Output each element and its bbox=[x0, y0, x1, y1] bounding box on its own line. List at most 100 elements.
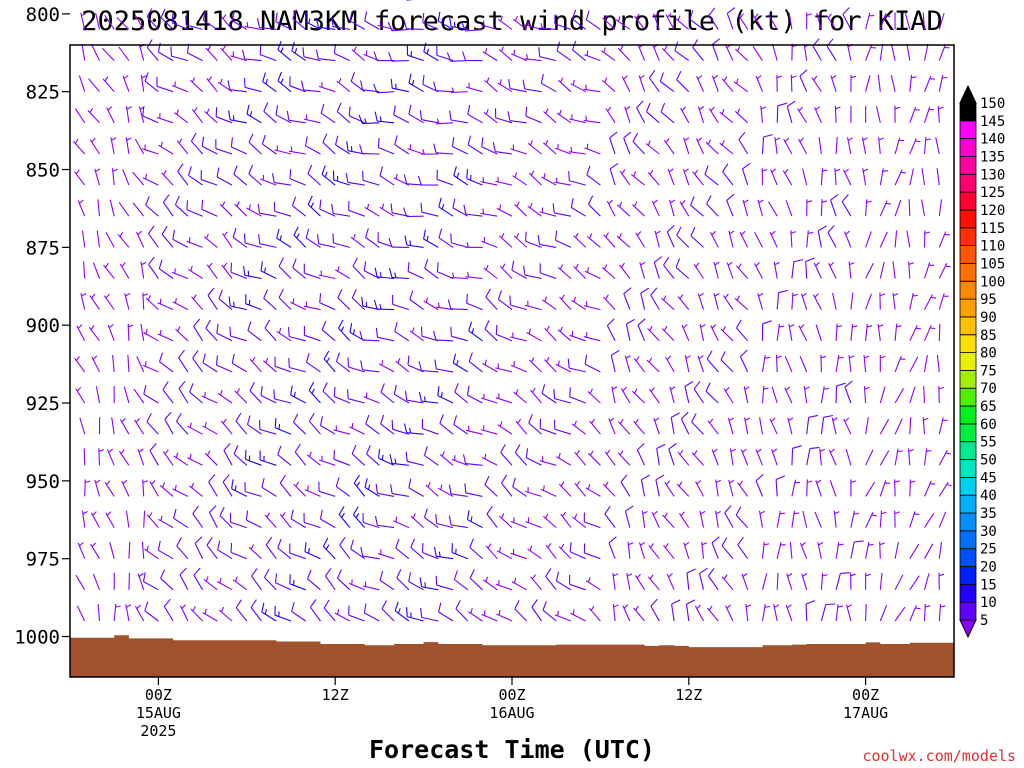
wind-barb bbox=[553, 389, 572, 404]
wind-barb bbox=[938, 12, 945, 30]
wind-barb bbox=[122, 169, 130, 186]
wind-barb bbox=[909, 74, 917, 92]
wind-barb bbox=[544, 325, 557, 342]
wind-barb bbox=[539, 418, 557, 435]
colorbar-label: 100 bbox=[980, 274, 1005, 290]
wind-barb bbox=[88, 325, 100, 342]
wind-barb bbox=[806, 12, 812, 30]
wind-barb bbox=[865, 263, 874, 279]
wind-barb bbox=[603, 294, 616, 310]
wind-barb bbox=[572, 513, 587, 529]
wind-barb bbox=[318, 481, 336, 497]
colorbar-label: 80 bbox=[980, 346, 997, 362]
wind-barb bbox=[118, 449, 130, 466]
wind-barb bbox=[483, 109, 498, 124]
wind-barb bbox=[191, 294, 204, 310]
wind-barb bbox=[524, 20, 542, 30]
wind-barb bbox=[865, 12, 875, 30]
wind-barb bbox=[480, 177, 498, 186]
wind-barb bbox=[73, 169, 86, 186]
wind-barb bbox=[264, 319, 277, 342]
wind-barb bbox=[388, 237, 409, 248]
wind-barb bbox=[172, 485, 189, 497]
wind-barb bbox=[218, 606, 233, 622]
wind-barb bbox=[669, 199, 676, 217]
wind-barb bbox=[539, 263, 557, 280]
wind-barb bbox=[513, 389, 528, 404]
wind-barb bbox=[209, 505, 218, 528]
wind-barb bbox=[706, 605, 719, 622]
wind-barb bbox=[467, 104, 483, 124]
wind-barb bbox=[791, 259, 804, 279]
wind-barb bbox=[318, 82, 336, 93]
wind-barb bbox=[205, 319, 218, 342]
wind-barb bbox=[908, 199, 911, 217]
wind-barb bbox=[245, 294, 262, 311]
wind-barb bbox=[324, 567, 336, 591]
colorbar-label: 10 bbox=[980, 595, 997, 611]
wind-barb bbox=[497, 79, 513, 93]
wind-barb bbox=[158, 515, 174, 529]
wind-barb bbox=[585, 484, 601, 497]
wind-barb bbox=[142, 106, 159, 124]
wind-barb bbox=[394, 601, 410, 622]
wind-barb bbox=[379, 166, 395, 186]
wind-barb bbox=[850, 540, 864, 559]
wind-barb bbox=[583, 332, 601, 342]
wind-barb bbox=[157, 540, 174, 560]
wind-barb bbox=[865, 44, 876, 61]
wind-barb bbox=[571, 420, 587, 435]
wind-barb bbox=[333, 449, 351, 466]
wind-barb bbox=[466, 82, 483, 93]
wind-barb bbox=[189, 77, 203, 93]
wind-barb bbox=[699, 510, 706, 528]
wind-barb bbox=[879, 168, 889, 186]
chart-title: 2025081418 NAM3KM forecast wind profile … bbox=[81, 6, 943, 37]
wind-barb bbox=[537, 234, 557, 248]
wind-barb bbox=[632, 388, 645, 404]
wind-barb bbox=[405, 451, 424, 466]
wind-barb bbox=[339, 536, 351, 560]
wind-barb bbox=[510, 332, 527, 342]
wind-barb bbox=[159, 482, 174, 497]
wind-barb bbox=[663, 543, 675, 560]
wind-barb bbox=[435, 575, 454, 591]
wind-barb bbox=[510, 361, 527, 373]
wind-barb bbox=[661, 295, 675, 311]
wind-barb bbox=[149, 443, 159, 466]
wind-barb bbox=[128, 541, 131, 559]
wind-barb bbox=[774, 137, 781, 155]
wind-barb bbox=[806, 479, 813, 497]
wind-barb bbox=[434, 359, 454, 373]
wind-barb bbox=[462, 454, 483, 466]
wind-barb bbox=[194, 536, 204, 559]
wind-barb bbox=[229, 512, 247, 529]
wind-barb bbox=[403, 19, 424, 30]
wind-barb bbox=[834, 105, 841, 123]
wind-barb bbox=[604, 449, 616, 466]
wind-barb bbox=[323, 599, 336, 622]
wind-barb bbox=[569, 330, 586, 342]
wind-barb bbox=[771, 386, 778, 404]
x-axis-label: Forecast Time (UTC) bbox=[369, 735, 655, 764]
colorbar-segment bbox=[959, 298, 977, 318]
wind-barb bbox=[719, 109, 734, 124]
wind-barb bbox=[791, 510, 800, 528]
wind-barb bbox=[692, 39, 704, 61]
wind-barb bbox=[321, 320, 336, 342]
wind-barb bbox=[450, 326, 468, 342]
wind-barb bbox=[682, 168, 690, 186]
wind-barb bbox=[630, 171, 645, 186]
wind-barb bbox=[89, 293, 100, 310]
wind-barb bbox=[146, 39, 159, 61]
wind-barb bbox=[409, 327, 424, 342]
x-tick-label: 16AUG bbox=[489, 704, 534, 722]
wind-barb bbox=[879, 43, 884, 61]
wind-barb bbox=[420, 202, 439, 217]
wind-barb bbox=[668, 443, 677, 466]
wind-barb bbox=[111, 168, 118, 186]
wind-barb bbox=[404, 390, 424, 404]
wind-barb bbox=[805, 600, 816, 622]
